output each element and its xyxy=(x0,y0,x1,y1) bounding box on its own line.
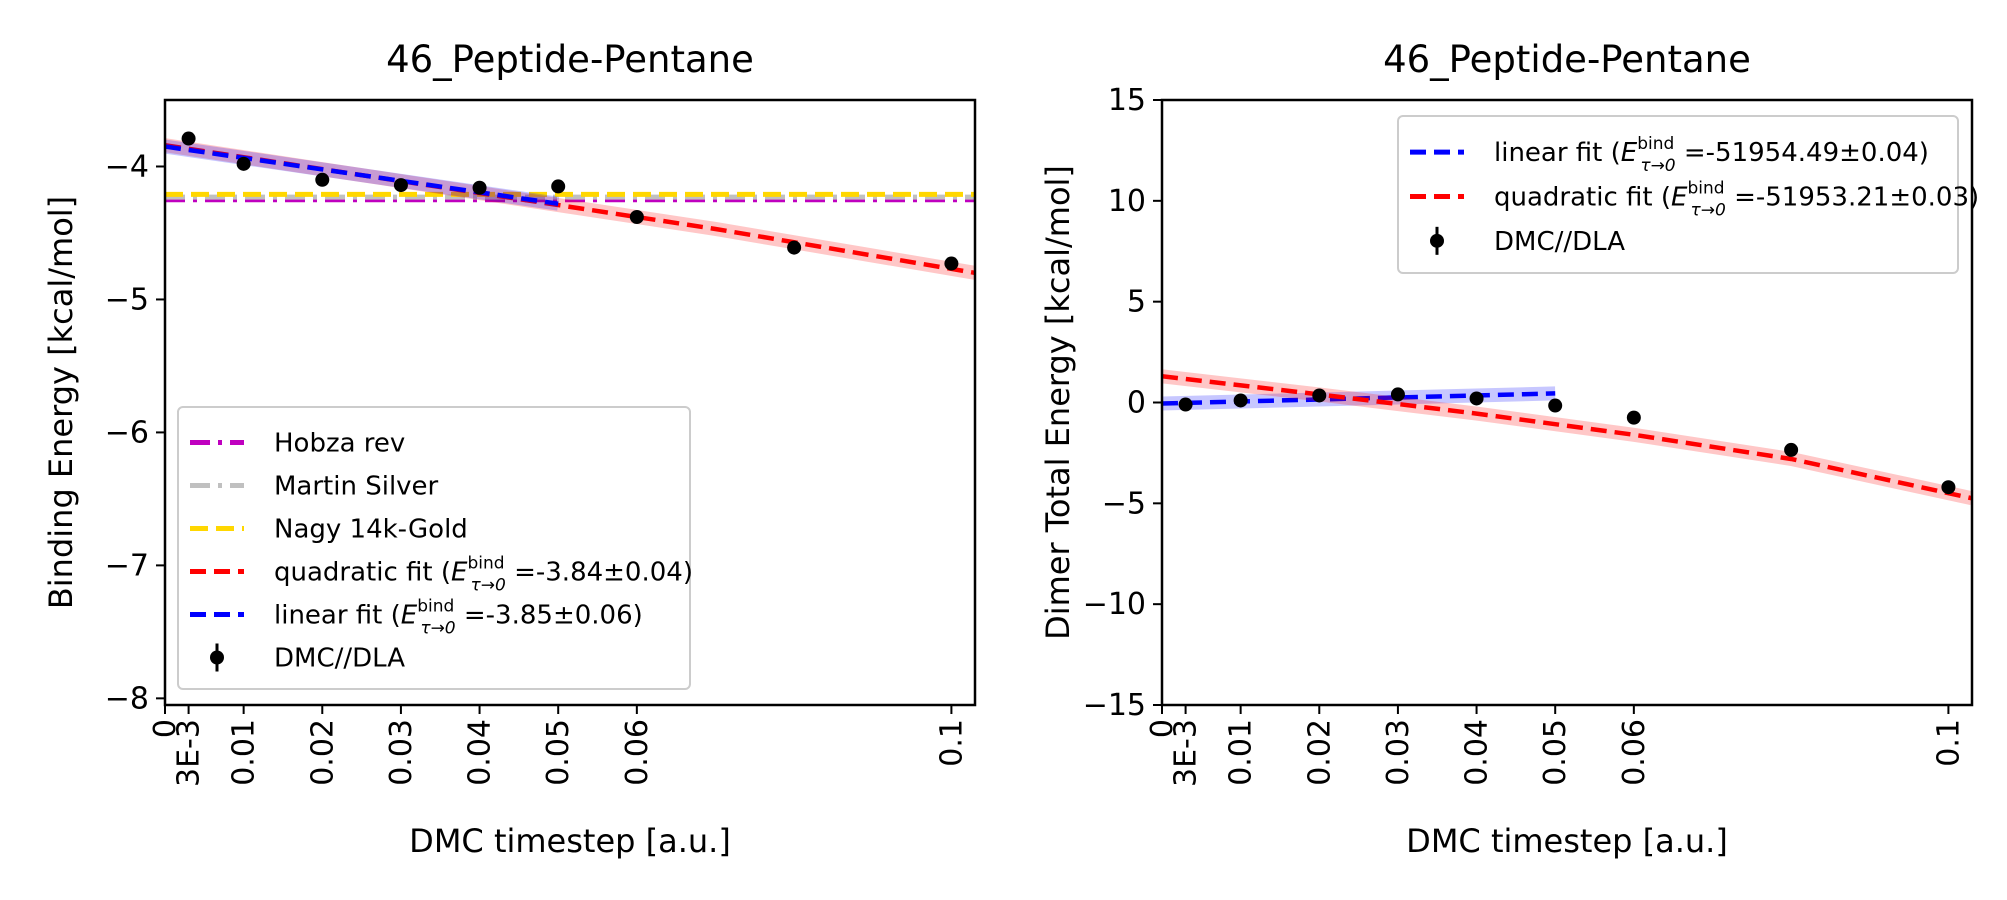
legend-label: DMC//DLA xyxy=(274,644,405,674)
x-tick-label: 3E-3 xyxy=(1169,719,1204,787)
x-tick-label: 0.06 xyxy=(1617,719,1652,786)
data-point xyxy=(1312,388,1327,403)
legend-entry: quadratic fit (Ebind τ→0 =-51953.21±0.03) xyxy=(1410,179,1979,221)
fit-line-1 xyxy=(1162,374,1972,501)
x-tick-label: 0.01 xyxy=(227,719,262,786)
y-tick-label: 15 xyxy=(1108,83,1146,118)
plot-area xyxy=(1162,369,1972,506)
y-tick-label: 5 xyxy=(1127,285,1146,320)
legend-label: quadratic fit (Ebind τ→0 =-51953.21±0.03) xyxy=(1494,179,1979,221)
legend-entry: Hobza rev xyxy=(190,429,405,459)
x-tick-label: 0.01 xyxy=(1224,719,1259,786)
legend: Hobza rev Martin Silver Nagy 14k-Gold quadr… xyxy=(177,406,693,690)
y-tick-label: −5 xyxy=(1102,486,1146,521)
legend-entry: Martin Silver xyxy=(190,472,439,502)
data-point xyxy=(1548,398,1563,413)
legend-label: linear fit (Ebind τ→0 =-51954.49±0.04) xyxy=(1494,134,1929,176)
y-tick-label: 10 xyxy=(1108,184,1146,219)
data-point xyxy=(1941,480,1956,495)
data-point xyxy=(944,256,959,271)
y-tick-label: −15 xyxy=(1083,688,1146,723)
x-tick-label: 0.04 xyxy=(463,719,498,786)
x-tick-label: 0.05 xyxy=(1538,719,1573,786)
y-tick-label: 0 xyxy=(1127,386,1146,421)
x-tick-label: 0.02 xyxy=(1302,719,1337,786)
x-tick-label: 0.04 xyxy=(1460,719,1495,786)
right-dimer-total-energy-plot: 03E-3 0.01 0.02 0.03 0.04 0.05 0.06 0.1151050−5… xyxy=(1039,38,1979,860)
data-point xyxy=(1390,387,1405,402)
data-point xyxy=(787,240,802,255)
x-tick-label: 0 xyxy=(148,719,183,738)
y-tick-label: −7 xyxy=(105,548,149,583)
x-axis-label: DMC timestep [a.u.] xyxy=(1406,822,1728,860)
data-point xyxy=(1784,442,1799,457)
x-tick-label: 0.05 xyxy=(541,719,576,786)
axes-frame xyxy=(163,98,977,707)
data-point xyxy=(472,180,487,195)
legend-entry: linear fit (Ebind τ→0 =-51954.49±0.04) xyxy=(1410,134,1929,176)
y-tick-label: −4 xyxy=(105,149,149,184)
legend-entry: DMC//DLA xyxy=(210,643,405,674)
data-point xyxy=(1233,393,1248,408)
y-tick-label: −10 xyxy=(1083,587,1146,622)
legend-label: quadratic fit (Ebind τ→0 =-3.84±0.04) xyxy=(274,554,693,596)
data-point xyxy=(236,156,251,171)
left-binding-energy-plot: 03E-3 0.01 0.02 0.03 0.04 0.05 0.06 0.1 −4 −5 −6 −7… xyxy=(42,38,977,860)
legend-entry: DMC//DLA xyxy=(1430,226,1625,257)
legend-box xyxy=(1397,115,1959,274)
data-point xyxy=(393,178,408,193)
chart-title: 46_Peptide-Pentane xyxy=(386,38,754,81)
y-tick-label: −8 xyxy=(105,681,149,716)
legend-box xyxy=(177,406,691,690)
legend-entry: quadratic fit (Ebind τ→0 =-3.84±0.04) xyxy=(190,554,693,596)
x-tick-label: 0.1 xyxy=(1931,719,1966,767)
legend-swatch xyxy=(1430,233,1444,248)
legend-swatch xyxy=(210,650,224,665)
data-point xyxy=(1178,397,1193,412)
data-point xyxy=(551,179,566,194)
data-point xyxy=(629,210,644,225)
x-tick-label: 0.03 xyxy=(384,719,419,786)
x-tick-label: 0 xyxy=(1145,719,1180,738)
legend-label: Hobza rev xyxy=(274,429,405,459)
x-tick-label: 0.02 xyxy=(305,719,340,786)
data-point xyxy=(315,172,330,187)
fit-line-1 xyxy=(165,144,559,206)
y-axis-label: Binding Energy [kcal/mol] xyxy=(42,196,80,609)
y-axis-label: Dimer Total Energy [kcal/mol] xyxy=(1039,165,1077,640)
legend-label: linear fit (Ebind τ→0 =-3.85±0.06) xyxy=(274,597,643,639)
x-axis-label: DMC timestep [a.u.] xyxy=(409,822,731,860)
legend-entry: linear fit (Ebind τ→0 =-3.85±0.06) xyxy=(190,597,643,639)
data-point xyxy=(1626,410,1641,425)
x-tick-label: 0.03 xyxy=(1381,719,1416,786)
legend-label: Martin Silver xyxy=(274,472,439,502)
data-point xyxy=(181,131,196,146)
legend-entry: Nagy 14k-Gold xyxy=(190,515,468,545)
legend-label: DMC//DLA xyxy=(1494,227,1625,257)
y-tick-label: −5 xyxy=(105,282,149,317)
fit-band-1 xyxy=(1162,369,1972,506)
y-tick-label: −6 xyxy=(105,415,149,450)
legend: linear fit (Ebind τ→0 =-51954.49±0.04)qua… xyxy=(1397,115,1979,274)
x-tick-label: 0.06 xyxy=(620,719,655,786)
x-tick-label: 0.1 xyxy=(934,719,969,767)
legend-label: Nagy 14k-Gold xyxy=(274,515,468,545)
data-point xyxy=(1469,391,1484,406)
x-tick-label: 3E-3 xyxy=(172,719,207,787)
plot-area xyxy=(165,131,975,280)
chart-title: 46_Peptide-Pentane xyxy=(1383,38,1751,81)
